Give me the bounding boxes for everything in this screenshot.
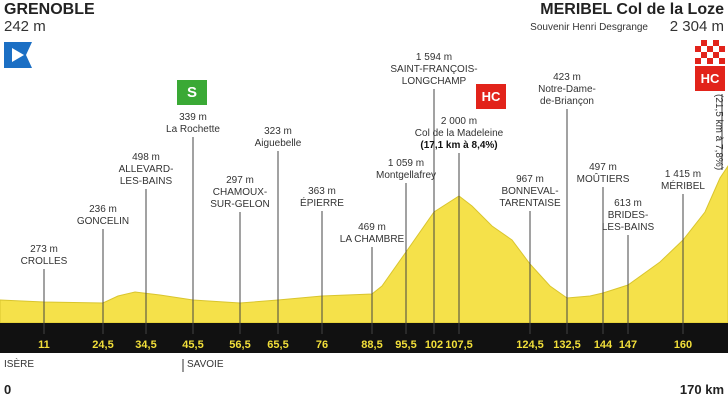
distance-end: 170 km [680, 382, 724, 397]
region: ISÈRE [4, 357, 34, 370]
hc-finish-icon [695, 66, 725, 91]
waypoint-name: de-Briançon [540, 96, 594, 107]
waypoint-km: 11 [38, 339, 50, 351]
waypoint-altitude: 339 m [179, 112, 207, 123]
waypoint-name: ÉPIERRE [300, 196, 344, 209]
waypoint-name: GONCELIN [77, 216, 129, 227]
start-arrow [12, 48, 24, 62]
waypoint-altitude: 323 m [264, 126, 292, 137]
waypoint-name: MOÛTIERS [577, 172, 630, 185]
waypoint-km: 76 [316, 339, 328, 351]
hc-label: HC [482, 89, 501, 104]
waypoint-altitude: 967 m [516, 174, 544, 185]
waypoint-name: Aiguebelle [255, 138, 302, 149]
waypoint-km: 132,5 [553, 339, 581, 351]
waypoint-altitude: 1 059 m [388, 158, 424, 169]
final-climb: (21,5 km à 7,8%) [713, 94, 724, 170]
waypoint-km: 24,5 [92, 339, 113, 351]
sprint-icon [177, 80, 207, 105]
waypoint-km: 160 [674, 339, 692, 351]
waypoint-note: (17,1 km à 8,4%) [420, 140, 497, 151]
finish-city: MERIBEL Col de la Loze [540, 1, 724, 18]
finish-flag [695, 40, 725, 64]
waypoint-altitude: 297 m [226, 175, 254, 186]
hc-finish-label: HC [701, 71, 720, 86]
waypoint-altitude: 2 000 m [441, 116, 477, 127]
waypoint-name: LES-BAINS [602, 222, 655, 233]
waypoint-name: TARENTAISE [499, 198, 561, 209]
waypoint-name: BRIDES- [608, 210, 649, 221]
waypoint-name: Col de la Madeleine [415, 128, 504, 139]
waypoint-name: CHAMOUX- [213, 187, 267, 198]
waypoint-name: ALLEVARD- [119, 164, 174, 175]
finish-altitude: 2 304 m [670, 18, 724, 35]
waypoint-name: SAINT-FRANÇOIS- [390, 64, 477, 75]
waypoint-km: 147 [619, 339, 637, 351]
waypoint-name: LES-BAINS [120, 176, 173, 187]
waypoint-name: BONNEVAL- [501, 186, 558, 197]
waypoint-km: 45,5 [182, 339, 203, 351]
waypoint-km: 124,5 [516, 339, 544, 351]
distance-start: 0 [4, 382, 11, 397]
waypoint-km: 144 [594, 339, 613, 351]
waypoint-altitude: 363 m [308, 186, 336, 197]
waypoint-km: 102 [425, 339, 443, 351]
waypoint-altitude: 613 m [614, 198, 642, 209]
waypoint-km: 56,5 [229, 339, 250, 351]
waypoint-altitude: 273 m [30, 244, 58, 255]
waypoint-km: 107,5 [445, 339, 473, 351]
waypoint-name: La Rochette [166, 124, 220, 135]
start-city: GRENOBLE [4, 1, 95, 18]
waypoint-altitude: 498 m [132, 152, 160, 163]
hc-icon [476, 84, 506, 109]
region: SAVOIE [187, 359, 224, 370]
waypoint-altitude: 236 m [89, 204, 117, 215]
waypoint-altitude: 497 m [589, 162, 617, 173]
waypoint-name: MÉRIBEL [661, 179, 705, 192]
waypoint-altitude: 1 594 m [416, 52, 452, 63]
waypoint-name: Montgellafrey [376, 170, 436, 181]
waypoint-name: CROLLES [21, 256, 68, 267]
km-bar [0, 323, 728, 353]
waypoint-km: 34,5 [135, 339, 156, 351]
elevation-profile [0, 165, 728, 324]
finish-note: Souvenir Henri Desgrange [530, 22, 648, 33]
waypoint-name: LA CHAMBRE [340, 234, 405, 245]
waypoint-altitude: 423 m [553, 72, 581, 83]
waypoint-km: 88,5 [361, 339, 382, 351]
waypoint-km: 65,5 [267, 339, 288, 351]
waypoint-km: 95,5 [395, 339, 416, 351]
waypoint-altitude: 469 m [358, 222, 386, 233]
waypoint-name: Notre-Dame- [538, 84, 596, 95]
waypoint-altitude: 1 415 m [665, 169, 701, 180]
start-altitude: 242 m [4, 18, 46, 35]
sprint-label: S [187, 84, 197, 101]
waypoint-name: LONGCHAMP [402, 76, 467, 87]
waypoint-name: SUR-GELON [210, 199, 269, 210]
